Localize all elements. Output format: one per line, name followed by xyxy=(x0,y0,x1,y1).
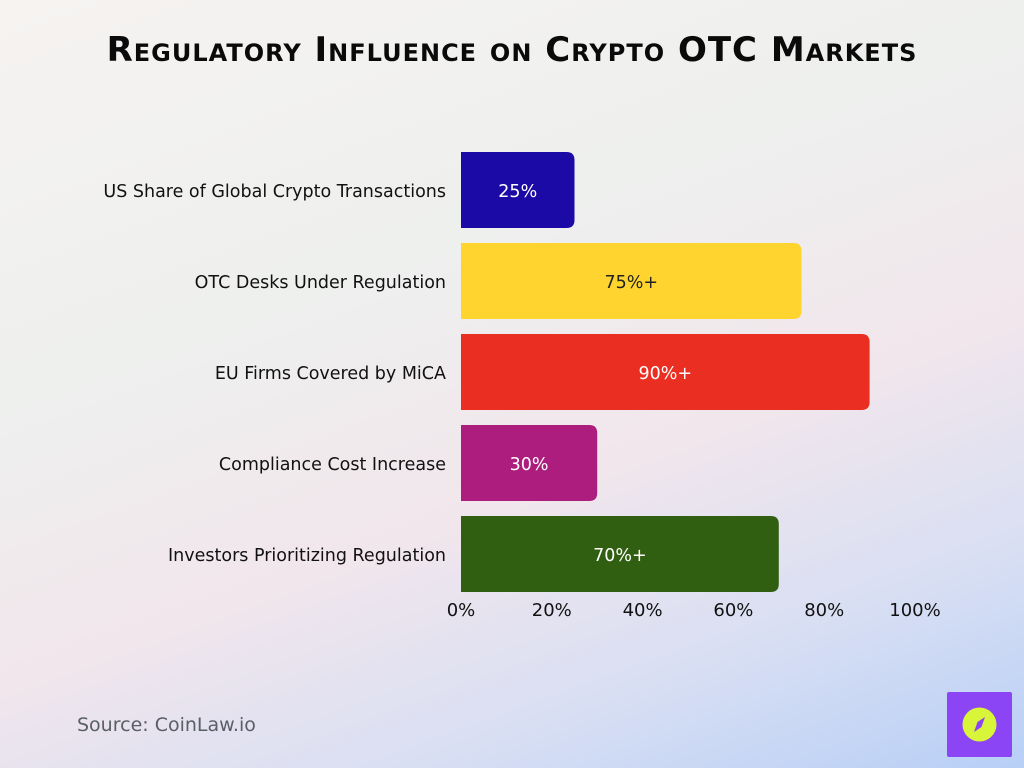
bar xyxy=(461,152,575,228)
category-label: Investors Prioritizing Regulation xyxy=(168,546,446,566)
category-label: Compliance Cost Increase xyxy=(219,455,446,475)
x-tick-label: 60% xyxy=(713,600,753,621)
x-tick-label: 100% xyxy=(889,600,940,621)
chart-title: Regulatory Influence on Crypto OTC Marke… xyxy=(106,30,918,70)
bar xyxy=(461,334,870,410)
data-label: 75%+ xyxy=(604,273,658,293)
data-label: 70%+ xyxy=(593,546,647,566)
data-label: 25% xyxy=(498,182,537,202)
brand-logo xyxy=(947,692,1012,757)
bar xyxy=(461,243,802,319)
x-tick-label: 40% xyxy=(623,600,663,621)
bar xyxy=(461,516,779,592)
data-label: 30% xyxy=(510,455,549,475)
category-label: EU Firms Covered by MiCA xyxy=(215,364,446,384)
x-tick-label: 80% xyxy=(804,600,844,621)
category-label: US Share of Global Crypto Transactions xyxy=(103,182,446,202)
bar xyxy=(461,425,598,501)
x-tick-label: 0% xyxy=(447,600,476,621)
x-tick-label: 20% xyxy=(532,600,572,621)
data-label: 90%+ xyxy=(639,364,693,384)
compass-icon xyxy=(962,707,997,742)
source-label: Source: CoinLaw.io xyxy=(77,714,256,736)
category-label: OTC Desks Under Regulation xyxy=(195,273,446,293)
